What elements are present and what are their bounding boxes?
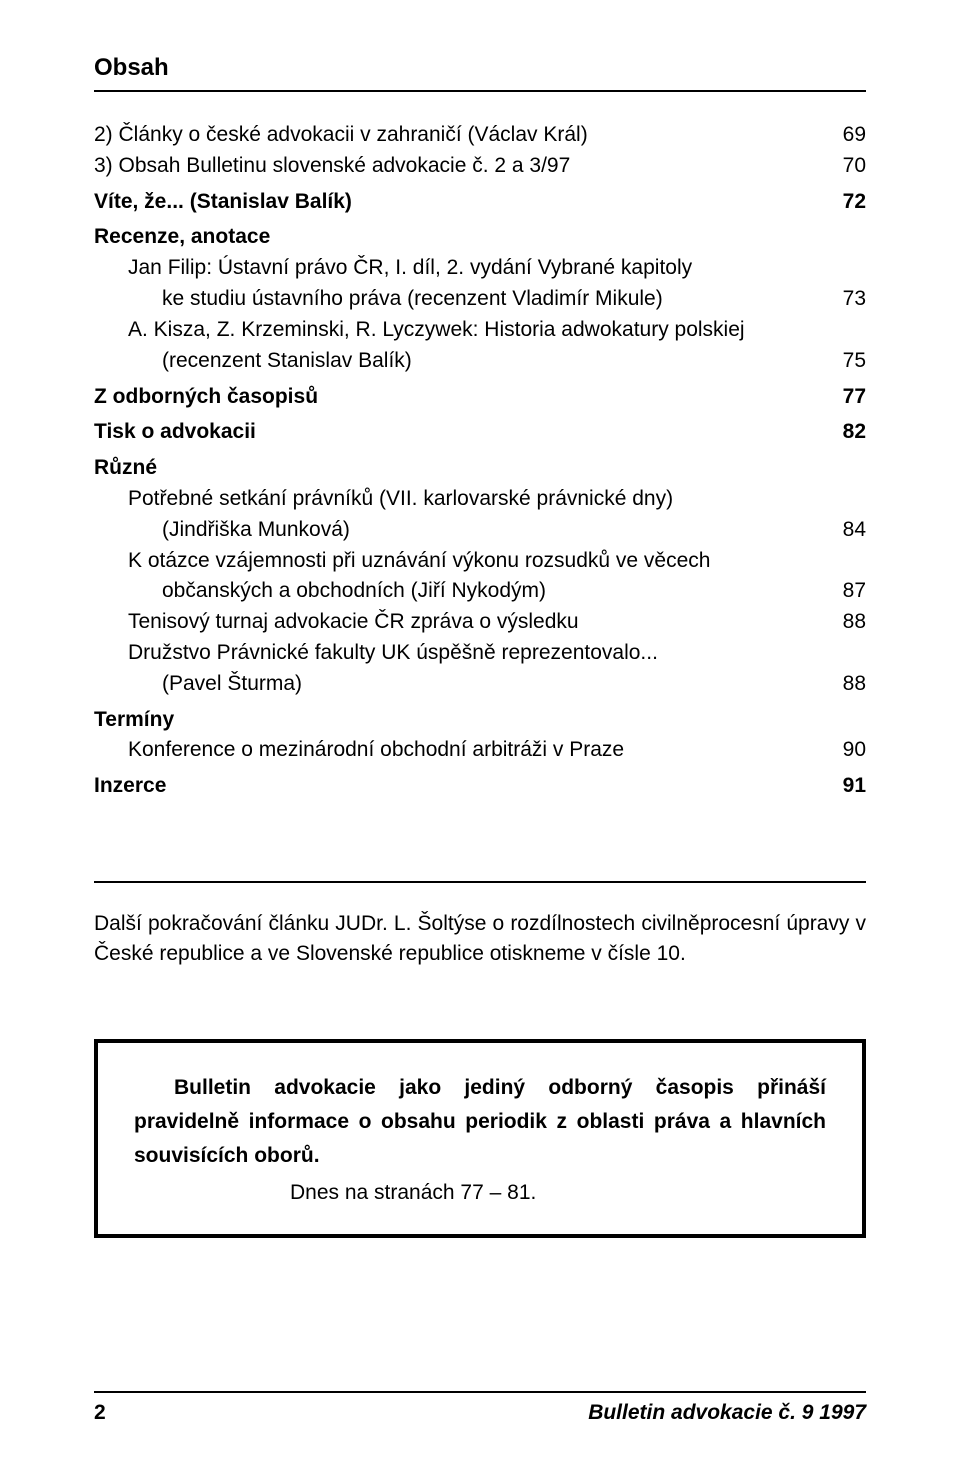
toc-row: Víte, že... (Stanislav Balík)72: [94, 187, 866, 217]
toc-label: Jan Filip: Ústavní právo ČR, I. díl, 2. …: [94, 253, 816, 283]
toc-label: A. Kisza, Z. Krzeminski, R. Lyczywek: Hi…: [94, 315, 816, 345]
toc-page-number: [816, 638, 866, 668]
highlight-box-main: Bulletin advokacie jako jediný odborný č…: [134, 1071, 826, 1173]
footer-rule: [94, 1391, 866, 1393]
toc-row: Potřebné setkání právníků (VII. karlovar…: [94, 484, 866, 514]
note-text: Další pokračování článku JUDr. L. Šoltýs…: [94, 909, 866, 969]
toc-row: Termíny: [94, 705, 866, 735]
toc-list: 2) Články o české advokacii v zahraničí …: [94, 120, 866, 801]
toc-page-number: [816, 315, 866, 345]
toc-label: 2) Články o české advokacii v zahraničí …: [94, 120, 816, 150]
toc-row: (recenzent Stanislav Balík)75: [94, 346, 866, 376]
toc-row: Různé: [94, 453, 866, 483]
toc-row: Recenze, anotace: [94, 222, 866, 252]
toc-page-number: [816, 546, 866, 576]
toc-row: A. Kisza, Z. Krzeminski, R. Lyczywek: Hi…: [94, 315, 866, 345]
toc-page-number: 72: [816, 187, 866, 217]
toc-label: K otázce vzájemnosti při uznávání výkonu…: [94, 546, 816, 576]
toc-label: Z odborných časopisů: [94, 382, 816, 412]
footer-publication: Bulletin advokacie č. 9 1997: [588, 1401, 866, 1425]
toc-row: (Pavel Šturma)88: [94, 669, 866, 699]
toc-page-number: [816, 484, 866, 514]
toc-label: Inzerce: [94, 771, 816, 801]
toc-page-number: 82: [816, 417, 866, 447]
highlight-box-sub: Dnes na stranách 77 – 81.: [134, 1177, 826, 1209]
toc-label: Tenisový turnaj advokacie ČR zpráva o vý…: [94, 607, 816, 637]
toc-row: občanských a obchodních (Jiří Nykodým)87: [94, 576, 866, 606]
toc-label: Víte, že... (Stanislav Balík): [94, 187, 816, 217]
toc-page-number: 69: [816, 120, 866, 150]
highlight-box: Bulletin advokacie jako jediný odborný č…: [94, 1039, 866, 1239]
toc-row: Konference o mezinárodní obchodní arbitr…: [94, 735, 866, 765]
toc-label: občanských a obchodních (Jiří Nykodým): [94, 576, 816, 606]
toc-row: ke studiu ústavního práva (recenzent Vla…: [94, 284, 866, 314]
toc-label: Termíny: [94, 705, 816, 735]
toc-page-number: 90: [816, 735, 866, 765]
toc-label: Různé: [94, 453, 816, 483]
toc-label: ke studiu ústavního práva (recenzent Vla…: [94, 284, 816, 314]
toc-row: 3) Obsah Bulletinu slovenské advokacie č…: [94, 151, 866, 181]
toc-label: Tisk o advokacii: [94, 417, 816, 447]
toc-page-number: 84: [816, 515, 866, 545]
toc-row: Jan Filip: Ústavní právo ČR, I. díl, 2. …: [94, 253, 866, 283]
toc-row: Družstvo Právnické fakulty UK úspěšně re…: [94, 638, 866, 668]
toc-label: Potřebné setkání právníků (VII. karlovar…: [94, 484, 816, 514]
toc-row: Z odborných časopisů77: [94, 382, 866, 412]
toc-row: 2) Články o české advokacii v zahraničí …: [94, 120, 866, 150]
header-rule: [94, 90, 866, 92]
toc-page-number: [816, 705, 866, 735]
toc-label: (Jindřiška Munková): [94, 515, 816, 545]
note-block: Další pokračování článku JUDr. L. Šoltýs…: [94, 881, 866, 969]
toc-label: Recenze, anotace: [94, 222, 816, 252]
toc-row: Tisk o advokacii82: [94, 417, 866, 447]
toc-page-number: 75: [816, 346, 866, 376]
toc-row: K otázce vzájemnosti při uznávání výkonu…: [94, 546, 866, 576]
toc-page-number: 73: [816, 284, 866, 314]
toc-page-number: 91: [816, 771, 866, 801]
toc-page-number: [816, 453, 866, 483]
footer-page-number: 2: [94, 1401, 106, 1425]
page-footer: 2 Bulletin advokacie č. 9 1997: [94, 1391, 866, 1425]
toc-label: (recenzent Stanislav Balík): [94, 346, 816, 376]
toc-page-number: 88: [816, 669, 866, 699]
page-header-title: Obsah: [94, 54, 866, 82]
note-rule: [94, 881, 866, 883]
toc-row: Inzerce91: [94, 771, 866, 801]
toc-page-number: 87: [816, 576, 866, 606]
toc-label: 3) Obsah Bulletinu slovenské advokacie č…: [94, 151, 816, 181]
toc-row: (Jindřiška Munková)84: [94, 515, 866, 545]
toc-page-number: [816, 222, 866, 252]
toc-row: Tenisový turnaj advokacie ČR zpráva o vý…: [94, 607, 866, 637]
toc-page-number: [816, 253, 866, 283]
toc-label: (Pavel Šturma): [94, 669, 816, 699]
toc-page-number: 70: [816, 151, 866, 181]
toc-label: Konference o mezinárodní obchodní arbitr…: [94, 735, 816, 765]
toc-label: Družstvo Právnické fakulty UK úspěšně re…: [94, 638, 816, 668]
toc-page-number: 77: [816, 382, 866, 412]
toc-page-number: 88: [816, 607, 866, 637]
